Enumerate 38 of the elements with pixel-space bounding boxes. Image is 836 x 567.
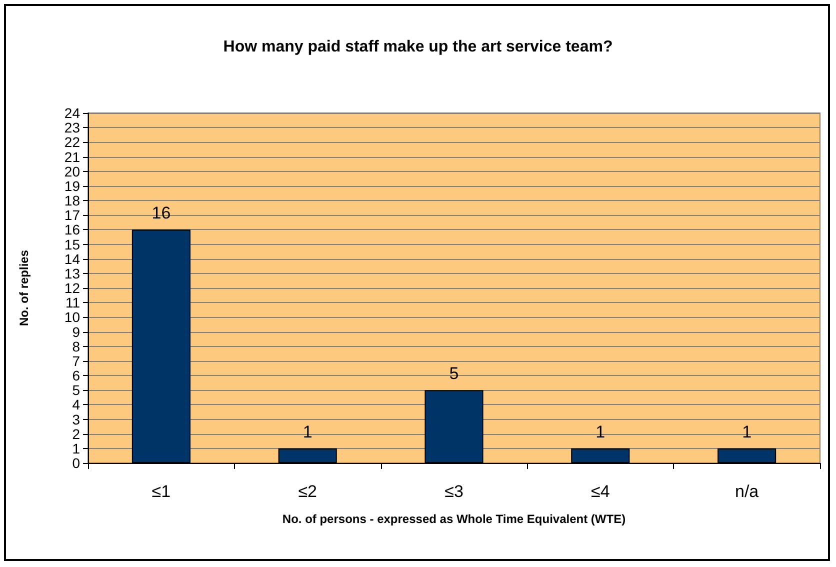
x-tick-label: ≤3 <box>444 482 464 501</box>
y-tick-label: 3 <box>72 411 80 428</box>
y-tick-label: 7 <box>72 352 80 369</box>
y-tick-label: 21 <box>64 148 80 165</box>
y-tick-label: 0 <box>72 455 80 471</box>
y-tick-label: 11 <box>65 294 80 311</box>
y-tick-label: 8 <box>72 338 80 354</box>
y-tick-label: 19 <box>64 178 80 194</box>
data-label: 5 <box>449 364 459 384</box>
y-tick-label: 15 <box>64 236 80 252</box>
x-tick-label: ≤1 <box>152 482 171 501</box>
y-tick-label: 13 <box>64 265 80 282</box>
y-tick-label: 12 <box>64 280 80 296</box>
y-tick-label: 16 <box>64 222 80 238</box>
y-tick-label: 4 <box>72 396 80 413</box>
y-tick-label: 1 <box>72 440 80 456</box>
y-tick-label: 18 <box>64 192 80 208</box>
y-tick-label: 22 <box>64 134 80 150</box>
y-tick-label: 5 <box>72 382 80 398</box>
data-label: 1 <box>302 422 312 442</box>
x-tick-label: n/a <box>734 482 760 501</box>
y-tick-label: 10 <box>64 309 80 326</box>
chart-title: How many paid staff make up the art service team? <box>223 38 613 56</box>
x-axis-title: No. of persons - expressed as Whole Time Equivalent (WTE) <box>282 512 626 526</box>
y-tick-label: 23 <box>64 120 80 136</box>
y-axis-title: No. of replies <box>17 250 31 326</box>
y-tick-label: 2 <box>72 426 80 442</box>
data-label: 1 <box>596 422 606 442</box>
y-tick-label: 14 <box>64 250 80 267</box>
x-tick-label: ≤2 <box>298 482 317 501</box>
data-label: 16 <box>152 204 171 223</box>
y-tick-label: 9 <box>72 324 80 340</box>
y-tick-label: 6 <box>72 368 80 384</box>
y-tick-label: 20 <box>64 163 80 180</box>
y-tick-label: 17 <box>64 207 80 224</box>
y-tick-label: 24 <box>64 105 80 121</box>
data-label: 1 <box>742 422 752 442</box>
x-tick-label: ≤4 <box>591 482 610 501</box>
